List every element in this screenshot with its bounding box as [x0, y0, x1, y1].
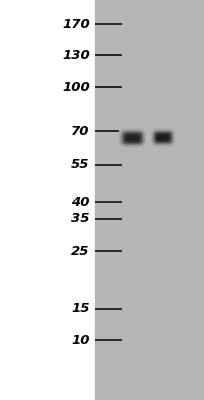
- Text: 55: 55: [71, 158, 90, 171]
- Text: 25: 25: [71, 245, 90, 258]
- Bar: [95, 0, 204, 400]
- Text: 170: 170: [62, 18, 90, 30]
- Text: 70: 70: [71, 125, 90, 138]
- Text: 100: 100: [62, 81, 90, 94]
- Text: 10: 10: [71, 334, 90, 346]
- Text: 40: 40: [71, 196, 90, 209]
- Text: 130: 130: [62, 49, 90, 62]
- Text: 35: 35: [71, 212, 90, 225]
- Text: 15: 15: [71, 302, 90, 315]
